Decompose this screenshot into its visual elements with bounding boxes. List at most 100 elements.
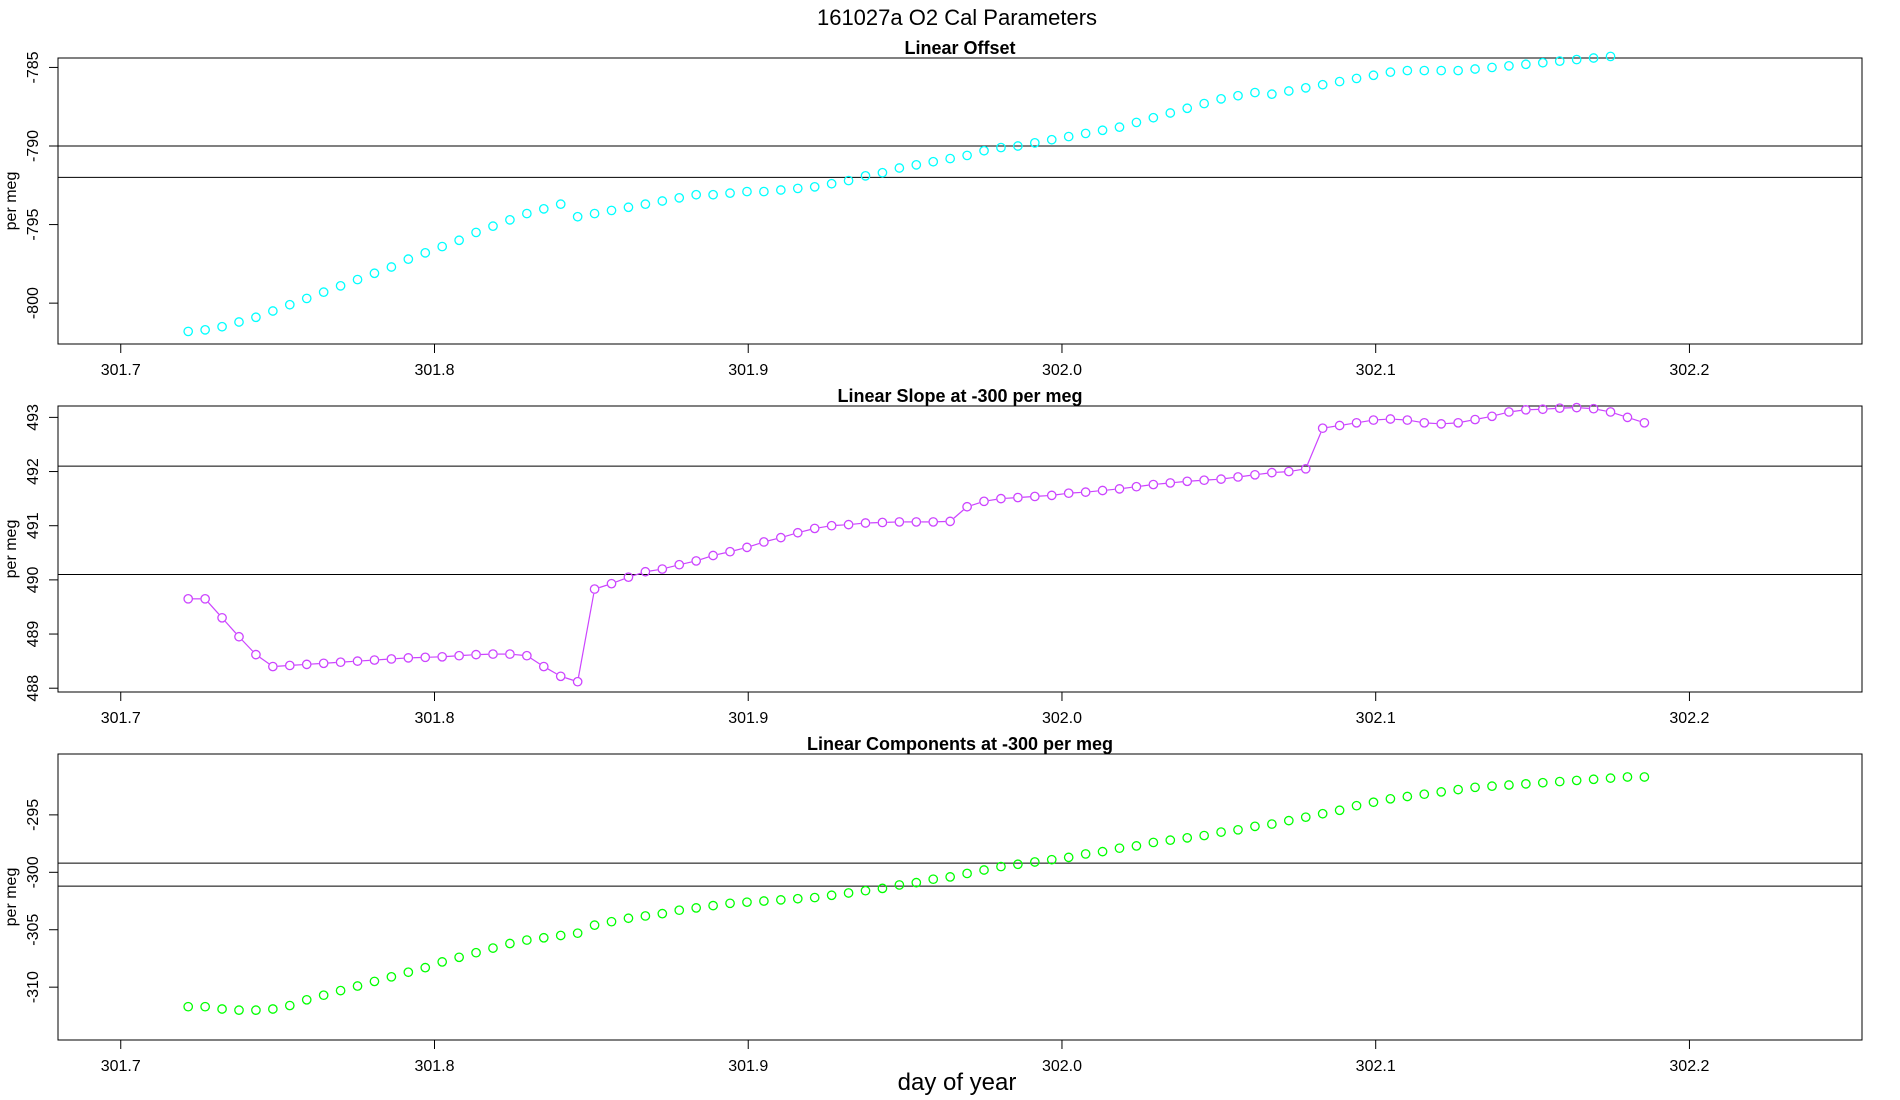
panel-title: Linear Offset — [904, 38, 1015, 58]
data-point — [843, 519, 854, 530]
data-point — [1622, 412, 1633, 423]
data-point — [928, 874, 939, 885]
data-point — [589, 920, 600, 930]
data-point — [623, 572, 634, 583]
data-point — [318, 287, 329, 297]
data-point — [945, 872, 956, 882]
x-tick-label: 302.1 — [1356, 1058, 1396, 1075]
data-point — [708, 189, 718, 200]
data-point — [1165, 108, 1176, 118]
data-point — [268, 306, 278, 316]
data-point — [1487, 62, 1497, 73]
x-tick-label: 301.7 — [101, 362, 141, 379]
data-point — [792, 527, 803, 538]
x-tick-label: 302.0 — [1042, 362, 1082, 379]
data-point — [369, 655, 380, 665]
data-point — [1537, 777, 1548, 788]
data-point — [437, 241, 448, 252]
data-point — [1385, 414, 1396, 424]
data-point — [725, 898, 735, 909]
panel-title: Linear Slope at -300 per meg — [837, 386, 1082, 406]
data-point — [1046, 490, 1057, 501]
y-tick-label: -795 — [25, 208, 42, 240]
data-point — [1470, 64, 1480, 74]
data-point — [352, 981, 363, 991]
data-point — [1300, 463, 1311, 474]
plot-frame — [57, 57, 1863, 345]
series-segment — [632, 572, 641, 577]
data-point — [657, 908, 668, 919]
data-point — [1470, 414, 1480, 425]
series-segment — [700, 556, 709, 561]
data-point — [1165, 478, 1176, 488]
data-point — [1216, 827, 1226, 837]
series-segment — [615, 578, 625, 583]
data-point — [775, 532, 786, 543]
data-point — [420, 248, 431, 258]
data-point — [454, 235, 464, 246]
data-point — [860, 518, 871, 528]
data-point — [183, 326, 194, 337]
data-point — [1063, 852, 1074, 863]
data-point — [1419, 65, 1430, 76]
data-point — [945, 153, 956, 164]
series-segment — [1598, 409, 1606, 412]
data-point — [877, 167, 888, 178]
x-tick-label: 302.2 — [1669, 1058, 1709, 1075]
data-point — [318, 658, 329, 669]
x-tick-label: 301.7 — [101, 1058, 141, 1075]
data-point — [488, 649, 498, 659]
data-point — [1097, 125, 1108, 136]
data-point — [1182, 103, 1193, 114]
data-point — [386, 971, 397, 982]
data-point — [911, 877, 922, 888]
data-point — [1182, 832, 1193, 843]
data-point — [386, 262, 397, 272]
data-point — [1131, 117, 1142, 128]
data-point — [674, 193, 685, 203]
data-point — [1402, 791, 1413, 802]
data-point — [1419, 789, 1430, 800]
data-point — [725, 188, 735, 198]
data-point — [1029, 857, 1040, 867]
data-point — [1317, 423, 1328, 434]
data-point — [792, 893, 803, 904]
data-point — [1334, 420, 1345, 431]
data-point — [234, 1005, 244, 1015]
data-point — [1605, 407, 1616, 417]
data-point — [234, 317, 244, 327]
data-point — [403, 653, 414, 663]
data-point — [1402, 415, 1413, 425]
data-point — [742, 186, 752, 197]
data-point — [1385, 793, 1396, 804]
data-point — [623, 202, 634, 213]
series-segment — [971, 502, 980, 506]
data-point — [742, 897, 752, 908]
data-point — [606, 205, 617, 216]
data-point — [1148, 479, 1159, 490]
data-point — [962, 501, 972, 512]
data-point — [1436, 419, 1447, 429]
data-point — [1639, 417, 1650, 428]
data-point — [1571, 54, 1582, 65]
y-tick-label: -305 — [25, 914, 42, 946]
data-point — [674, 905, 685, 916]
series-segment — [1479, 416, 1488, 420]
data-point — [1114, 843, 1125, 854]
data-point — [1554, 403, 1565, 414]
y-tick-label: -310 — [25, 971, 42, 1003]
data-point — [234, 631, 244, 642]
chart-panel-2: Linear Slope at -300 per meg 301.7 301.8 30… — [3, 386, 1863, 727]
chart-panel-1: Linear Offset 301.7 301.8 301.9 302.0 302.1 30… — [3, 38, 1863, 379]
data-point — [674, 559, 685, 570]
data-point — [826, 520, 837, 531]
data-point — [471, 227, 481, 238]
data-point — [572, 928, 583, 939]
data-point — [437, 651, 448, 662]
data-point — [996, 142, 1006, 153]
data-point — [725, 546, 735, 557]
data-point — [1131, 841, 1142, 851]
y-tick-label: -800 — [25, 287, 42, 319]
data-point — [792, 183, 803, 194]
